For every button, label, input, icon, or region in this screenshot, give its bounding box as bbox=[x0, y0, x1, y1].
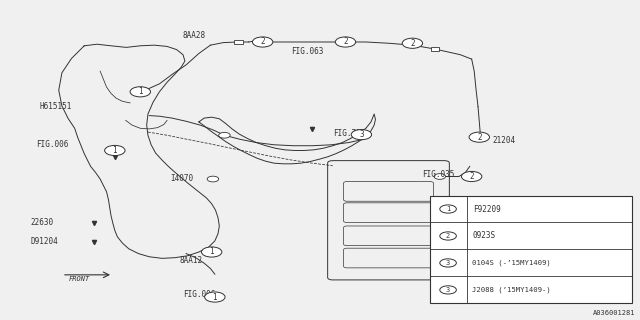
Bar bbox=[429, 196, 632, 303]
Circle shape bbox=[335, 37, 356, 47]
Text: J2088 (’15MY1409-): J2088 (’15MY1409-) bbox=[472, 287, 550, 293]
Bar bbox=[431, 47, 439, 51]
Text: FIG.006: FIG.006 bbox=[183, 290, 216, 299]
Text: 3: 3 bbox=[446, 287, 450, 293]
Circle shape bbox=[402, 38, 422, 48]
Text: 1: 1 bbox=[138, 87, 143, 96]
Circle shape bbox=[219, 132, 230, 138]
Text: 1: 1 bbox=[113, 146, 117, 155]
Text: FRONT: FRONT bbox=[68, 276, 90, 282]
Text: F92209: F92209 bbox=[473, 204, 500, 213]
Text: 2: 2 bbox=[410, 39, 415, 48]
Text: A036001281: A036001281 bbox=[593, 310, 636, 316]
Circle shape bbox=[104, 145, 125, 156]
Text: FIG.720: FIG.720 bbox=[333, 129, 365, 138]
Text: FIG.006: FIG.006 bbox=[36, 140, 69, 149]
Circle shape bbox=[207, 176, 219, 182]
Text: D91204: D91204 bbox=[30, 237, 58, 246]
Text: 2: 2 bbox=[343, 37, 348, 46]
Circle shape bbox=[202, 247, 222, 257]
Text: 2: 2 bbox=[260, 37, 265, 46]
Text: 0104S (-’15MY1409): 0104S (-’15MY1409) bbox=[472, 260, 550, 266]
Text: 1: 1 bbox=[212, 292, 217, 301]
Circle shape bbox=[440, 205, 456, 213]
Text: 1: 1 bbox=[209, 247, 214, 257]
Text: 2: 2 bbox=[446, 233, 450, 239]
Circle shape bbox=[440, 259, 456, 267]
Text: 2: 2 bbox=[469, 172, 474, 181]
Circle shape bbox=[351, 130, 372, 140]
Text: H615151: H615151 bbox=[40, 102, 72, 111]
Circle shape bbox=[469, 132, 490, 142]
Circle shape bbox=[252, 37, 273, 47]
Text: 2: 2 bbox=[477, 133, 482, 142]
Circle shape bbox=[130, 87, 150, 97]
Text: 21204: 21204 bbox=[492, 136, 515, 145]
Text: 8AA28: 8AA28 bbox=[183, 31, 206, 40]
Text: I4070: I4070 bbox=[170, 174, 193, 183]
Text: 0923S: 0923S bbox=[473, 231, 496, 240]
Text: 22630: 22630 bbox=[30, 218, 53, 227]
Text: 3: 3 bbox=[446, 260, 450, 266]
Text: 3: 3 bbox=[359, 130, 364, 139]
Text: FIG.063: FIG.063 bbox=[291, 47, 324, 56]
Text: 8AA12: 8AA12 bbox=[180, 256, 203, 265]
Bar bbox=[234, 40, 243, 44]
Circle shape bbox=[440, 232, 456, 240]
Text: 1: 1 bbox=[446, 206, 450, 212]
Circle shape bbox=[440, 286, 456, 294]
Circle shape bbox=[205, 292, 225, 302]
Text: FIG.035: FIG.035 bbox=[422, 171, 454, 180]
Circle shape bbox=[461, 172, 482, 181]
Circle shape bbox=[434, 174, 445, 179]
